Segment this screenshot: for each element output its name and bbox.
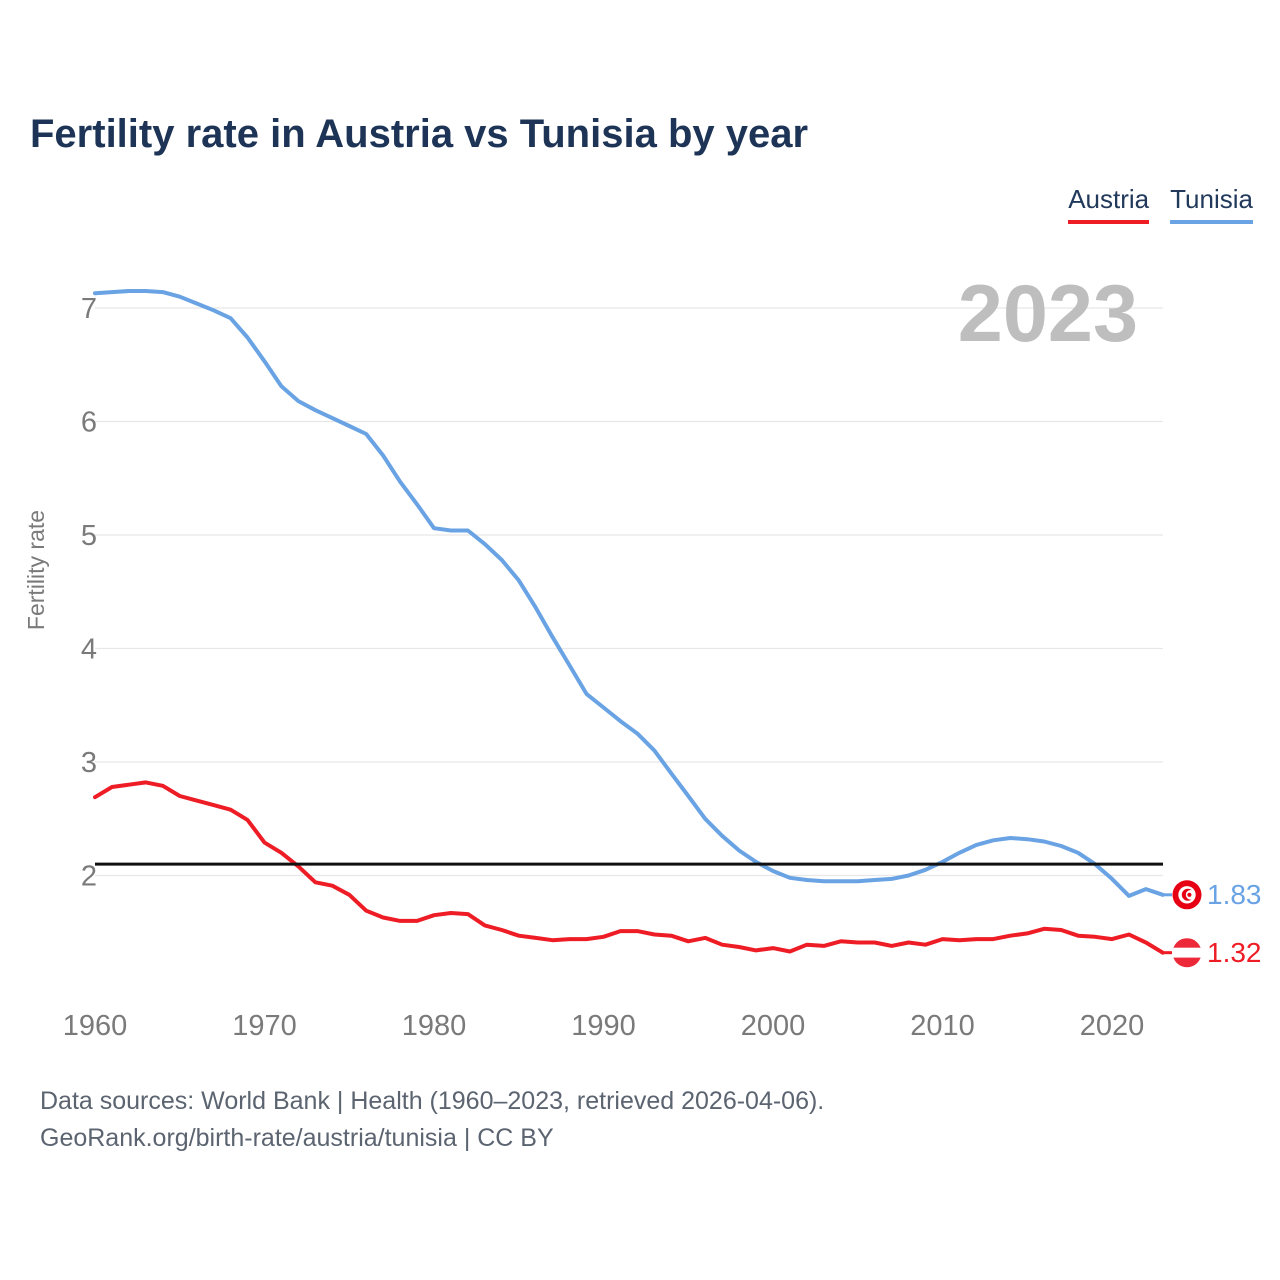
x-tick-label: 1980 [402, 1010, 467, 1042]
y-tick-label: 3 [81, 747, 97, 779]
x-tick-label: 1960 [63, 1010, 128, 1042]
tunisia-end-value: 1.83 [1207, 879, 1262, 910]
footer-sources-line: Data sources: World Bank | Health (1960–… [40, 1087, 825, 1115]
y-axis-title: Fertility rate [23, 510, 49, 630]
x-tick-label: 1990 [571, 1010, 636, 1042]
austria-flag-icon [1172, 938, 1202, 968]
legend: Austria Tunisia [1068, 184, 1253, 224]
y-tick-label: 6 [81, 407, 97, 439]
x-tick-label: 2010 [910, 1010, 975, 1042]
series-line-tunisia [93, 289, 1165, 898]
series-line-austria [93, 780, 1165, 955]
tunisia-flag-icon [1172, 880, 1202, 910]
legend-item-tunisia[interactable]: Tunisia [1170, 184, 1253, 224]
x-tick-label: 1970 [232, 1010, 297, 1042]
footer: Data sources: World Bank | Health (1960–… [40, 1083, 824, 1157]
page-title: Fertility rate in Austria vs Tunisia by … [30, 112, 809, 156]
y-tick-label: 7 [81, 293, 97, 325]
y-tick-label: 4 [81, 634, 97, 666]
austria-end-value: 1.32 [1207, 937, 1262, 968]
footer-attribution-line: GeoRank.org/birth-rate/austria/tunisia |… [40, 1124, 554, 1152]
watermark-year: 2023 [958, 269, 1138, 359]
x-tick-label: 2000 [741, 1010, 806, 1042]
x-tick-label: 2020 [1080, 1010, 1145, 1042]
y-tick-label: 2 [81, 861, 97, 893]
legend-item-austria[interactable]: Austria [1068, 184, 1150, 224]
y-tick-label: 5 [81, 520, 97, 552]
